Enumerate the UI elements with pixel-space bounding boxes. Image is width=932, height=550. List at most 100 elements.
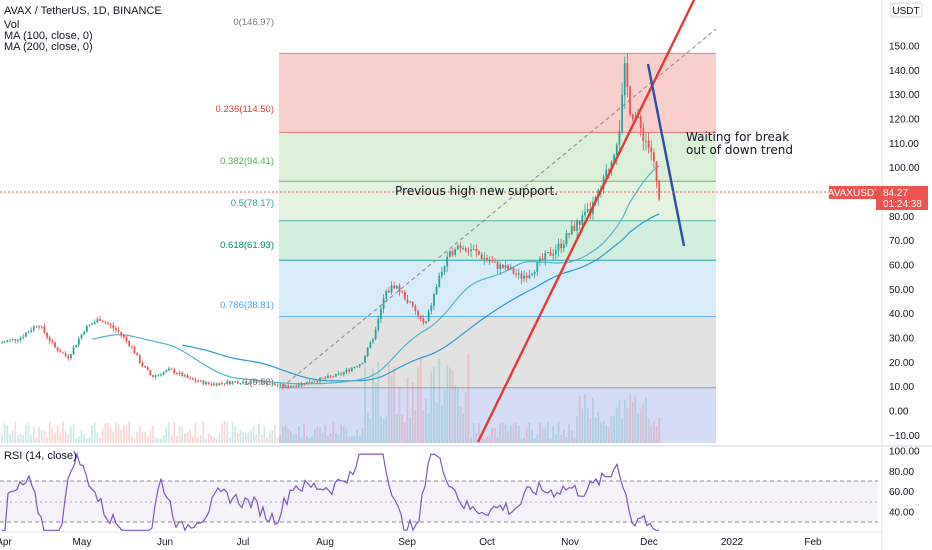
symbol-title[interactable]: AVAX / TetherUS, 1D, BINANCE	[4, 5, 162, 17]
candle-body	[88, 324, 91, 326]
ma200-legend[interactable]: MA (200, close, 0)	[4, 41, 93, 53]
rsi-legend[interactable]: RSI (14, close)	[4, 450, 77, 462]
candle-body	[419, 315, 422, 319]
price-axis[interactable]: 150.00140.00130.00120.00110.00100.0090.0…	[889, 42, 920, 442]
volume-bar	[456, 388, 459, 443]
ma200-line	[182, 213, 660, 382]
currency-box[interactable]	[889, 2, 923, 18]
volume-bar	[311, 436, 313, 443]
candle-body	[305, 381, 308, 385]
candle-body	[478, 251, 480, 255]
volume-bar	[592, 397, 594, 443]
price-tick: 140.00	[889, 66, 920, 77]
volume-bar	[6, 424, 9, 443]
candle-body	[30, 330, 33, 332]
volume-bar	[512, 423, 515, 443]
candle-body	[202, 380, 205, 385]
vol-legend[interactable]: Vol	[4, 19, 20, 31]
candle-body	[215, 383, 218, 386]
candle-body	[274, 383, 276, 386]
waiting-annotation-line2[interactable]: out of down trend	[686, 143, 793, 157]
volume-bar	[279, 434, 282, 443]
uptrend-line[interactable]	[476, 0, 696, 443]
candle-body	[189, 377, 192, 379]
candle-body	[509, 267, 512, 270]
candle-body	[109, 324, 112, 326]
volume-bar	[51, 427, 54, 443]
rsi-tick: 40.00	[889, 508, 914, 519]
candlesticks	[1, 53, 661, 390]
volume-bar	[401, 414, 404, 443]
candle-body	[414, 305, 417, 311]
volume-bar	[14, 421, 17, 443]
volume-bar	[340, 424, 343, 443]
volume-bar	[168, 421, 170, 443]
candle-body	[443, 266, 446, 272]
candle-body	[38, 326, 40, 328]
candle-body	[178, 372, 181, 374]
price-tick: 80.00	[889, 212, 914, 223]
volume-bar	[597, 411, 600, 443]
ma100-legend[interactable]: MA (100, close, 0)	[4, 30, 93, 42]
candle-body	[1, 342, 3, 344]
volume-bar	[523, 437, 525, 443]
fib-band	[279, 53, 716, 133]
volume-bar	[623, 399, 626, 443]
candle-body	[390, 285, 393, 293]
volume-bar	[77, 436, 80, 443]
volume-bar	[586, 407, 589, 443]
support-annotation[interactable]: Previous high new support.	[395, 184, 558, 198]
candle-body	[62, 352, 64, 354]
volume-bar	[54, 432, 56, 443]
volume-bar	[486, 436, 488, 443]
volume-bar	[316, 426, 319, 443]
price-tick: 150.00	[889, 42, 920, 53]
candle-body	[226, 381, 229, 385]
candle-body	[173, 369, 176, 374]
candle-body	[295, 385, 298, 387]
downtrend-line[interactable]	[646, 63, 686, 247]
volume-bar	[403, 422, 406, 443]
volume-bar	[125, 426, 128, 443]
candle-body	[51, 341, 54, 343]
volume-bar	[43, 431, 46, 443]
candle-body	[430, 305, 433, 312]
candle-body	[11, 339, 14, 340]
volume-bar	[22, 434, 25, 443]
candle-body	[308, 381, 311, 383]
volume-bar	[578, 395, 581, 443]
volume-bar	[613, 415, 616, 443]
volume-bar	[266, 437, 268, 443]
price-tick: −10.00	[889, 431, 920, 442]
candle-body	[191, 378, 194, 380]
candle-body	[531, 273, 533, 276]
candle-body	[146, 367, 149, 371]
waiting-annotation-line1[interactable]: Waiting for break	[686, 130, 789, 144]
fib-diagonal-line[interactable]	[281, 28, 717, 388]
candle-body	[496, 262, 499, 269]
volume-bar	[658, 417, 661, 443]
time-axis[interactable]: Apr May Jun Jul Aug Sep Oct Nov Dec 2022 Feb	[0, 537, 822, 548]
candle-body	[539, 258, 541, 262]
candle-body	[197, 381, 199, 382]
candle-body	[168, 368, 170, 371]
candle-body	[255, 380, 258, 382]
volume-bar	[112, 431, 115, 443]
volume-bar	[319, 427, 321, 443]
volume-bar	[380, 416, 382, 443]
fib-retracement[interactable]	[279, 52, 716, 443]
candle-body	[425, 321, 427, 323]
candle-body	[297, 385, 300, 387]
candle-body	[401, 291, 404, 293]
price-tag-countdown: 01:24:38	[883, 199, 922, 210]
volume-bar	[146, 436, 149, 443]
volume-bar	[176, 436, 178, 443]
rsi-axis[interactable]: 100.00 80.00 60.00 40.00	[889, 447, 920, 519]
candle-body	[125, 337, 128, 342]
candle-body	[64, 353, 67, 356]
candle-body	[43, 326, 46, 333]
volume-bar	[544, 428, 547, 443]
candle-body	[141, 363, 144, 367]
volume-bar	[483, 438, 486, 443]
